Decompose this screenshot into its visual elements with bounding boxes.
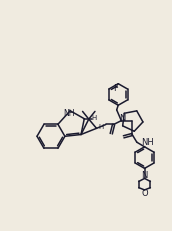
Text: NH: NH xyxy=(141,138,153,147)
Text: H: H xyxy=(92,115,97,121)
Text: NH: NH xyxy=(64,109,75,118)
Text: F: F xyxy=(113,84,118,93)
Text: O: O xyxy=(141,188,148,198)
Text: H: H xyxy=(99,124,104,130)
Text: N: N xyxy=(119,114,125,123)
Text: N: N xyxy=(141,171,148,180)
